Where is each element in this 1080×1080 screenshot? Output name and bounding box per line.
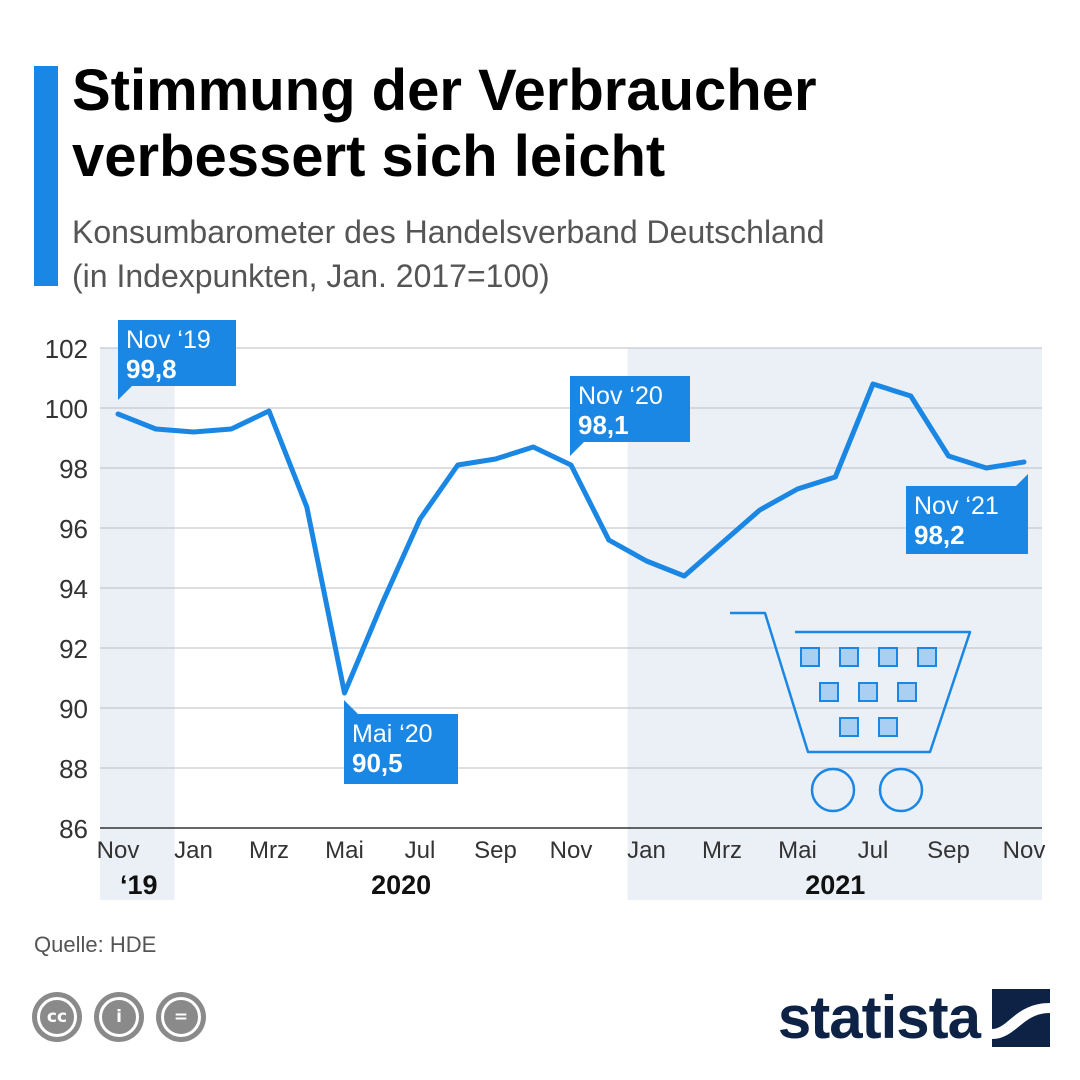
y-tick-label: 94: [59, 574, 88, 604]
x-tick-label: Nov: [97, 837, 140, 864]
callout-value: 90,5: [352, 748, 403, 778]
series-line: [115, 381, 1027, 696]
x-tick-label: Sep: [927, 837, 970, 864]
statista-logo: statista: [778, 988, 1050, 1048]
shopping-cart-icon: [730, 611, 972, 813]
x-tick-label: Mrz: [249, 837, 289, 864]
band-2021: [627, 348, 1042, 900]
callout-label: Mai ‘20: [352, 720, 433, 748]
callout-value: 99,8: [126, 354, 177, 384]
title-line-1: Stimmung der Verbraucher: [72, 58, 817, 123]
year-bands: [100, 348, 1042, 900]
title-line-2: verbessert sich leicht: [72, 124, 666, 189]
band-2019: [100, 348, 175, 900]
x-tick-label: Jul: [858, 837, 889, 864]
subtitle-line-1: Konsumbarometer des Handelsverband Deuts…: [72, 214, 825, 250]
y-tick-label: 98: [59, 454, 88, 484]
y-tick-label: 92: [59, 634, 88, 664]
subtitle-line-2: (in Indexpunkten, Jan. 2017=100): [72, 258, 550, 294]
x-tick-label: Mai: [325, 837, 364, 864]
y-tick-label: 102: [45, 334, 88, 364]
x-tick-label: Nov: [1003, 837, 1046, 864]
callout-label: Nov ‘21: [914, 492, 999, 520]
x-tick-label: Mrz: [702, 837, 742, 864]
x-tick-label: Jan: [174, 837, 213, 864]
chart-subtitle: Konsumbarometer des Handelsverband Deuts…: [72, 210, 1052, 298]
x-tick-label: Sep: [474, 837, 517, 864]
y-tick-label: 88: [59, 754, 88, 784]
brand-mark-icon: [992, 989, 1050, 1047]
accent-bar: [34, 66, 58, 286]
y-tick-label: 86: [59, 814, 88, 844]
no-derivatives-icon: =: [156, 992, 206, 1042]
license-icons: cc i =: [32, 992, 206, 1042]
attribution-icon: i: [94, 992, 144, 1042]
brand-wordmark: statista: [777, 984, 981, 1051]
x-tick-label: Jan: [627, 837, 666, 864]
y-tick-label: 100: [45, 394, 88, 424]
callout-label: Nov ‘20: [578, 382, 663, 410]
x-tick-label: Mai: [778, 837, 817, 864]
year-label: 2020: [371, 870, 431, 900]
callout-value: 98,1: [578, 410, 629, 440]
x-tick-label: Nov: [550, 837, 593, 864]
year-label: 2021: [805, 870, 865, 900]
y-tick-label: 96: [59, 514, 88, 544]
callout-label: Nov ‘19: [126, 326, 211, 354]
source-note: Quelle: HDE: [34, 932, 157, 957]
chart-title: Stimmung der Verbraucher verbessert sich…: [72, 58, 1052, 190]
year-labels: ‘19 2020 2021: [120, 870, 865, 900]
gridlines: [100, 347, 1042, 829]
year-label: ‘19: [120, 870, 158, 900]
y-tick-label: 90: [59, 694, 88, 724]
cc-icon: cc: [32, 992, 82, 1042]
y-axis: 86 88 90 92 94 96 98 100 102: [45, 334, 88, 844]
callout-value: 98,2: [914, 520, 965, 550]
x-axis: Nov Jan Mrz Mai Jul Sep Nov Jan Mrz Mai Jul Sep Nov: [97, 837, 1046, 864]
x-tick-label: Jul: [405, 837, 436, 864]
